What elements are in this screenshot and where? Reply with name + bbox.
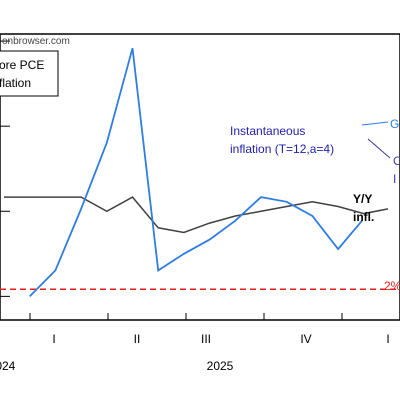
right-label-connector-blue <box>361 121 389 126</box>
x-tick-label: I <box>386 332 389 346</box>
x-tick-label: IV <box>300 332 311 346</box>
yoy-series-line <box>4 196 389 234</box>
right-label-connector-navy <box>367 138 391 159</box>
x-tick-label: II <box>134 332 141 346</box>
right-label-blue: G <box>390 117 399 131</box>
instantaneous-annotation-line-1: Instantaneous <box>230 124 305 138</box>
right-label-navy-1: C <box>393 154 400 168</box>
plot-frame <box>0 33 400 321</box>
x-year-label: 2025 <box>207 359 234 373</box>
x-tick-label: III <box>201 332 211 346</box>
instantaneous-annotation-line-2: inflation (T=12,a=4) <box>230 142 334 156</box>
x-year-label: 2024 <box>0 359 16 373</box>
source-text: onbrowser.com <box>2 36 70 47</box>
legend-box <box>0 50 59 97</box>
target-label: 2% <box>384 279 400 293</box>
instantaneous-series-line <box>29 47 363 298</box>
right-label-navy-2: I <box>393 172 396 186</box>
x-tick-label: I <box>52 332 55 346</box>
grid <box>0 40 10 297</box>
legend-line-2: flation <box>0 76 31 90</box>
x-axis: IIIIIIIVI20242025 <box>0 313 390 373</box>
yoy-annotation-line-1: Y/Y <box>353 192 372 206</box>
yoy-annotation-line-2: infl. <box>353 210 374 224</box>
legend-line-1: ore PCE <box>0 58 44 72</box>
